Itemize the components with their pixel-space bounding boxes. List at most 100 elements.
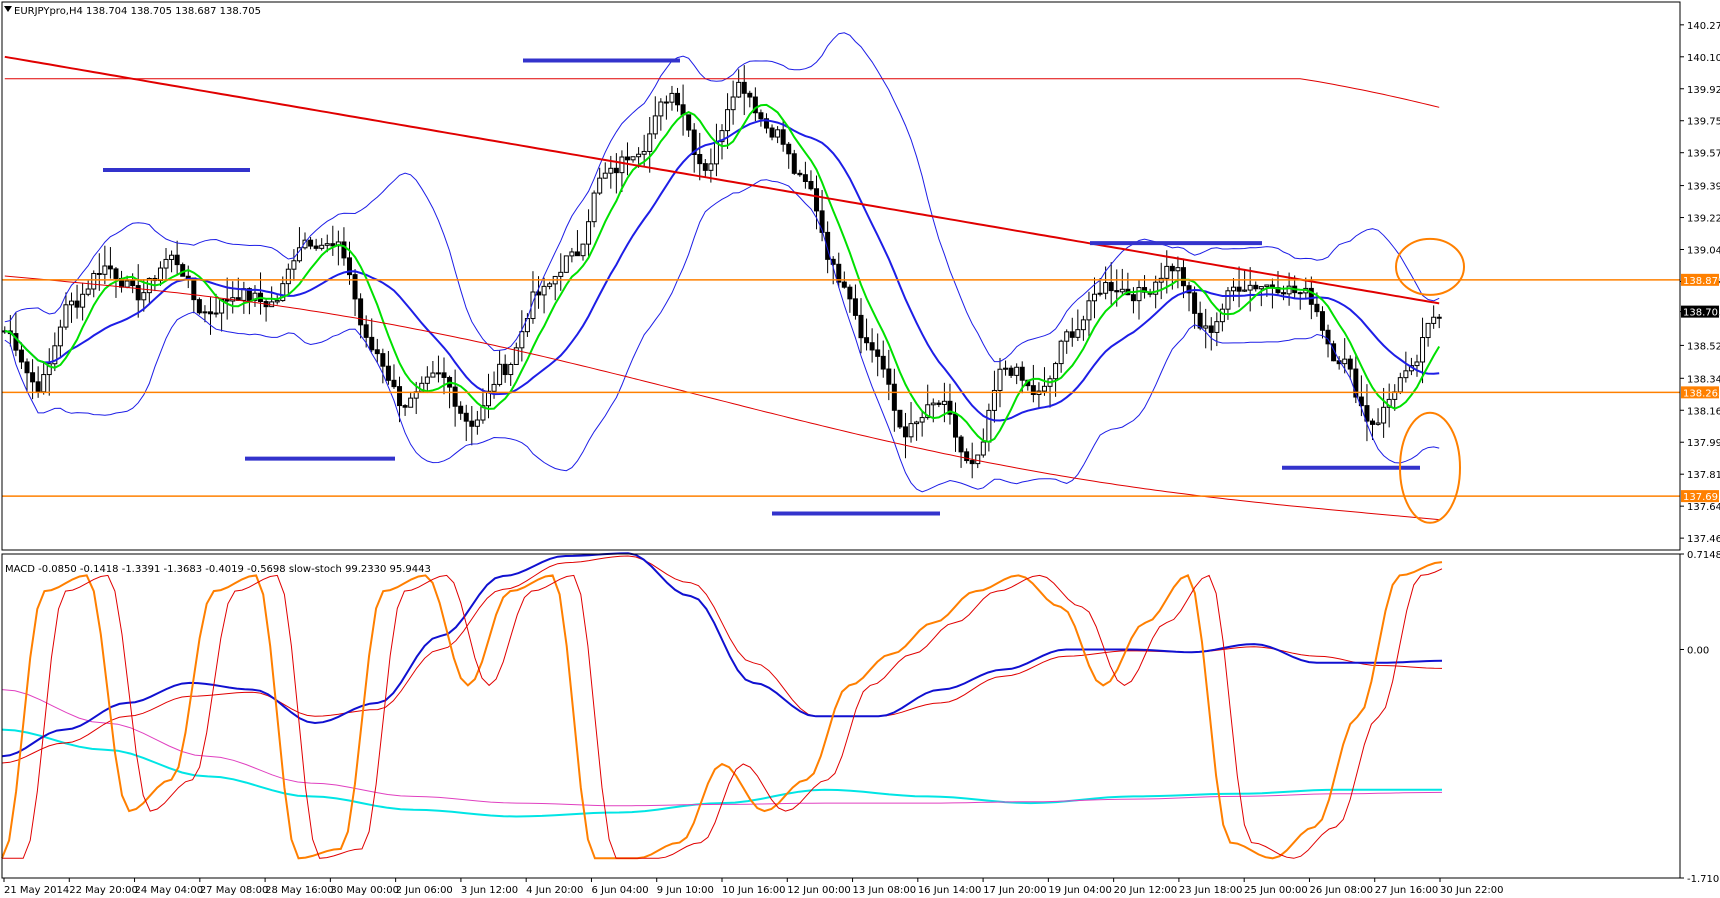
- candle-body: [908, 423, 914, 438]
- candle-body: [675, 92, 681, 106]
- candle-body: [814, 188, 820, 212]
- time-tick-label: 22 May 20:00: [69, 885, 138, 896]
- candle-body: [1353, 368, 1359, 398]
- candle-body: [1331, 343, 1337, 362]
- candle-body: [1108, 282, 1114, 292]
- candle-body: [1153, 281, 1159, 295]
- candle-body: [1308, 287, 1314, 305]
- candle-body: [1130, 294, 1136, 302]
- price-tick-label: 137.815: [1687, 470, 1720, 481]
- candle-body: [202, 311, 208, 314]
- candle-body: [663, 101, 669, 104]
- candle-body: [1197, 312, 1203, 329]
- candle-body: [1019, 366, 1025, 381]
- candle-body: [358, 298, 364, 326]
- candle-body: [1014, 366, 1020, 376]
- candle-body: [730, 96, 736, 111]
- candle-body: [658, 101, 664, 117]
- candle-body: [1192, 292, 1198, 314]
- time-tick-label: 3 Jun 12:00: [461, 885, 518, 896]
- candle-body: [1092, 293, 1098, 302]
- symbol-header: EURJPYpro,H4 138.704 138.705 138.687 138…: [14, 6, 261, 17]
- price-tick-label: 139.395: [1687, 182, 1720, 193]
- candle-body: [580, 243, 586, 257]
- candle-body: [474, 419, 480, 427]
- candle-body: [808, 180, 814, 190]
- candle-body: [858, 314, 864, 339]
- time-tick-label: 17 Jun 20:00: [983, 885, 1047, 896]
- candle-body: [1169, 265, 1175, 272]
- collapse-icon[interactable]: [4, 6, 12, 12]
- candle-body: [725, 109, 731, 132]
- candle-body: [1236, 286, 1242, 292]
- candle-body: [57, 326, 63, 347]
- candle-body: [308, 239, 314, 247]
- candle-body: [1097, 292, 1103, 295]
- indicator-tick-label: -1.7107: [1687, 874, 1720, 885]
- candle-body: [763, 118, 769, 129]
- candle-body: [1247, 284, 1253, 291]
- candle-body: [1375, 422, 1381, 425]
- candle-body: [1008, 367, 1014, 376]
- support-level-tag: [1681, 386, 1719, 399]
- time-tick-label: 19 Jun 04:00: [1048, 885, 1112, 896]
- candle-body: [130, 280, 136, 287]
- time-tick-label: 30 May 00:00: [330, 885, 399, 896]
- candle-body: [1258, 286, 1264, 290]
- time-tick-label: 24 May 04:00: [135, 885, 204, 896]
- indicator-pane[interactable]: [1, 552, 1443, 860]
- candle-body: [1425, 322, 1431, 339]
- price-tick-label: 139.750: [1687, 117, 1720, 128]
- candle-body: [780, 129, 786, 145]
- candle-body: [63, 304, 69, 328]
- candle-body: [485, 390, 491, 407]
- support-level-tag: [1681, 273, 1719, 286]
- candle-body: [591, 192, 597, 223]
- candle-body: [502, 363, 508, 376]
- time-tick-label: 16 Jun 14:00: [918, 885, 982, 896]
- candle-body: [280, 283, 286, 302]
- time-tick-label: 9 Jun 10:00: [657, 885, 714, 896]
- candle-body: [1086, 300, 1092, 321]
- candle-body: [836, 263, 842, 283]
- candle-body: [18, 349, 24, 363]
- candle-body: [497, 363, 503, 385]
- candle-body: [541, 285, 547, 296]
- price-pane[interactable]: [2, 32, 1680, 524]
- candle-body: [491, 383, 497, 392]
- candle-body: [802, 174, 808, 182]
- candle-body: [964, 451, 970, 462]
- candle-body: [296, 247, 302, 262]
- candle-body: [391, 379, 397, 388]
- candle-body: [1420, 337, 1426, 363]
- candle-body: [880, 355, 886, 370]
- candle-body: [46, 363, 52, 376]
- candle-body: [852, 298, 858, 316]
- price-tick-label: 139.045: [1687, 246, 1720, 257]
- highlight-circle[interactable]: [1399, 411, 1461, 524]
- candle-body: [925, 404, 931, 419]
- highlight-circle[interactable]: [1395, 237, 1465, 296]
- candle-body: [953, 413, 959, 438]
- candle-body: [697, 154, 703, 165]
- candle-body: [758, 112, 764, 120]
- price-tick-label: 139.575: [1687, 149, 1720, 160]
- candle-body: [769, 127, 775, 138]
- time-tick-label: 21 May 2014: [4, 885, 69, 896]
- candle-body: [902, 426, 908, 438]
- candle-body: [1436, 316, 1442, 319]
- candle-body: [30, 372, 36, 383]
- candle-body: [1381, 406, 1387, 424]
- candle-body: [1080, 319, 1086, 331]
- candle-body: [74, 300, 80, 308]
- candle-body: [647, 133, 653, 152]
- candle-body: [24, 361, 30, 374]
- candle-body: [96, 272, 102, 275]
- candle-body: [958, 436, 964, 453]
- candle-body: [68, 300, 74, 306]
- candle-body: [1175, 267, 1181, 272]
- candle-body: [624, 156, 630, 161]
- candle-body: [702, 163, 708, 171]
